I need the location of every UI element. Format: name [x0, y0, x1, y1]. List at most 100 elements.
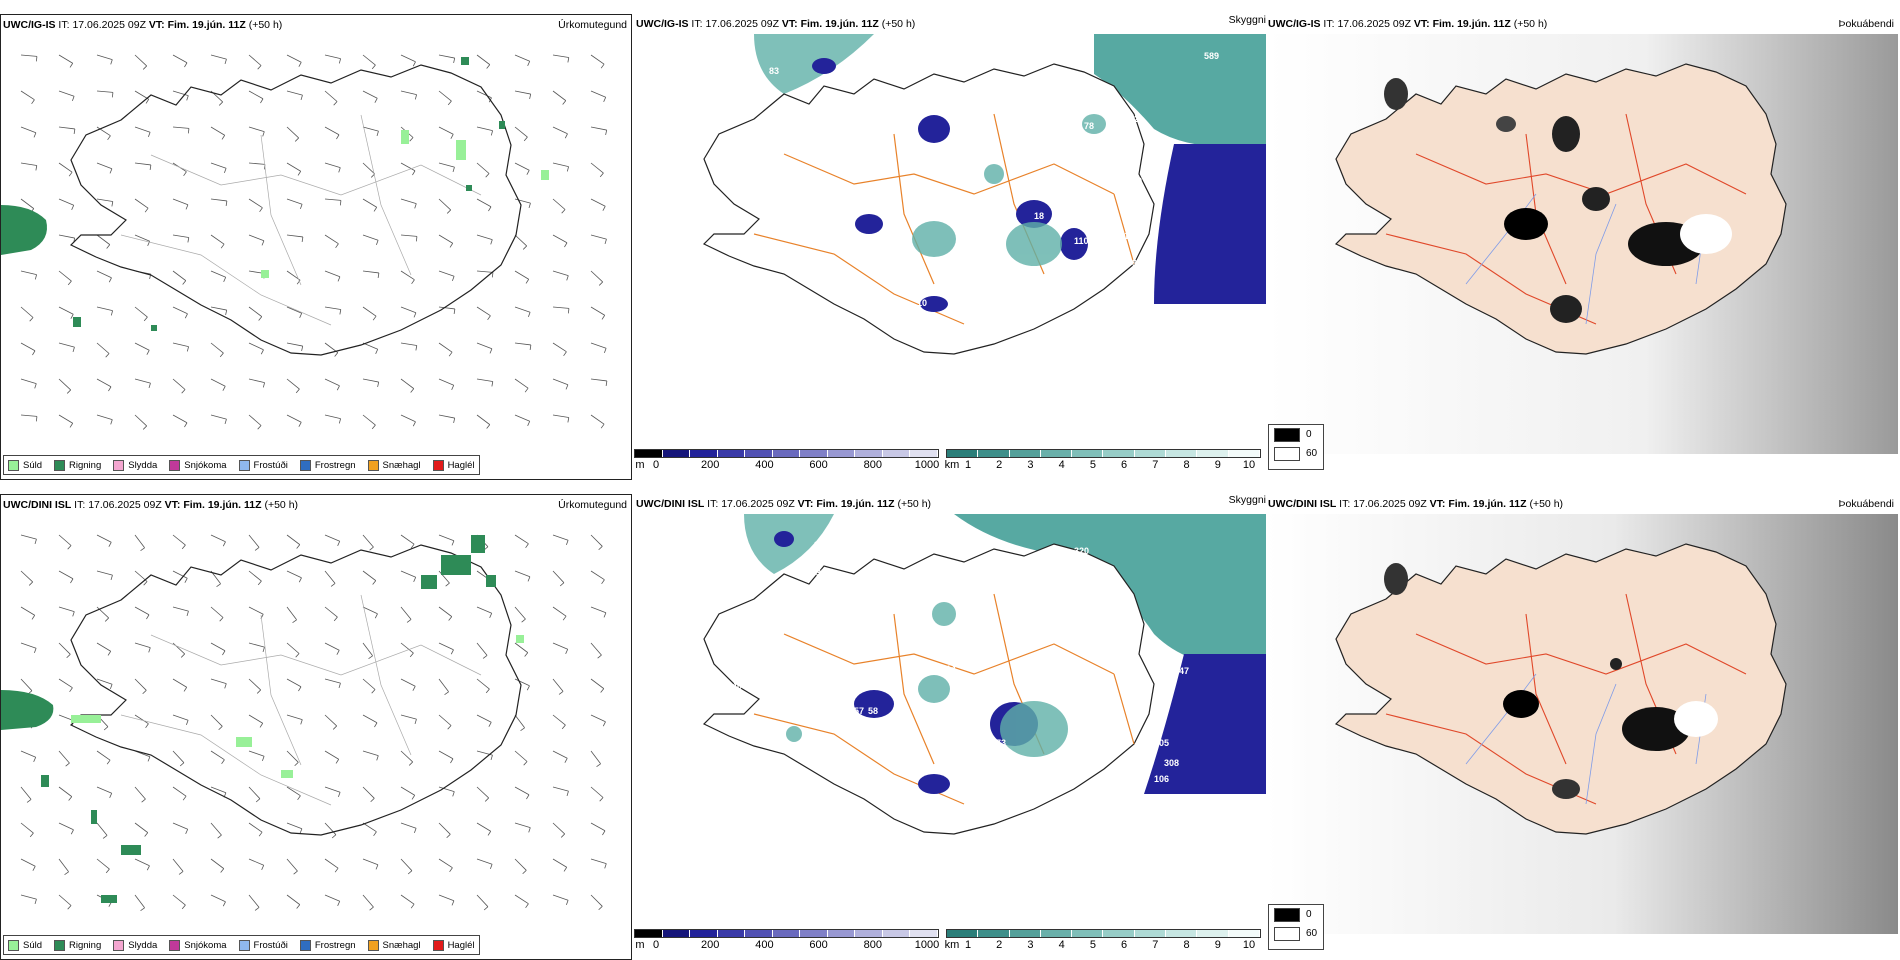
wind-barb — [552, 570, 565, 583]
wind-barb — [552, 534, 569, 541]
legend-swatch — [299, 459, 311, 471]
scale-tick-label: 0 — [652, 939, 660, 951]
panel-header: UWC/IG-IS IT: 17.06.2025 09Z VT: Fim. 19… — [1268, 18, 1548, 30]
wind-barb — [362, 822, 377, 833]
wind-barb-flag — [254, 907, 260, 911]
wind-barb-flag — [368, 655, 373, 659]
wind-barb-flag — [254, 547, 260, 551]
wind-barb-flag — [35, 56, 38, 62]
wind-barb — [324, 858, 339, 869]
wind-barb-flag — [525, 543, 529, 549]
wind-barb-flag — [144, 207, 149, 213]
wind-barb — [552, 198, 566, 210]
wind-barb-flag — [70, 829, 74, 835]
fog-legend-row: 60 — [1269, 444, 1323, 463]
wind-barb-flag — [34, 383, 37, 389]
scale-tick-label: 8 — [1183, 939, 1190, 951]
visibility-value-label: 18 — [1034, 211, 1044, 221]
scale-tick-label: 6 — [1121, 459, 1128, 471]
wind-barb-flag — [603, 612, 607, 618]
fog-legend-swatch — [1274, 926, 1300, 941]
wind-barb-flag — [409, 652, 414, 658]
wind-barb — [134, 534, 145, 549]
wind-barb — [286, 894, 301, 905]
wind-barb — [590, 894, 603, 907]
precip-panel-row1: UWC/IG-IS IT: 17.06.2025 09Z VT: Fim. 19… — [0, 14, 632, 480]
wind-barb — [96, 822, 108, 836]
wind-barb — [552, 894, 569, 901]
wind-barb-flag — [260, 98, 264, 104]
wind-barb-flag — [411, 279, 415, 285]
wind-barb — [248, 414, 262, 426]
scale-tick-label: 600 — [809, 939, 828, 951]
wind-barb-flag — [220, 243, 225, 249]
wind-barb-flag — [337, 901, 341, 906]
scale-unit: km — [944, 939, 960, 951]
visibility-value-label: 320 — [1074, 546, 1089, 556]
wind-barb — [58, 342, 75, 348]
wind-barb — [134, 678, 147, 691]
scale-tick-label: 1000 — [914, 459, 940, 471]
wind-barb-flag — [412, 686, 416, 691]
wind-barb-flag — [145, 723, 149, 729]
panel-header: UWC/IG-IS IT: 17.06.2025 09Z VT: Fim. 19… — [636, 18, 916, 30]
scale-tick-label: 4 — [1058, 939, 1065, 951]
wind-barb-flag — [413, 828, 417, 834]
wind-barb — [172, 534, 186, 546]
wind-barb-flag — [336, 650, 340, 655]
wind-barb — [286, 822, 303, 830]
wind-barb — [400, 90, 417, 95]
precip-legend: Súld Rigning Slydda Snjókoma Frostúði Frostre… — [3, 935, 480, 955]
wind-barb-flag — [448, 616, 453, 621]
wind-barb-flag — [414, 719, 417, 725]
wind-barb-flag — [295, 388, 300, 394]
wind-barb-flag — [337, 541, 341, 546]
scale-tick-label: 400 — [755, 939, 774, 951]
wind-barb-flag — [526, 794, 530, 800]
wind-barb — [172, 894, 186, 906]
wind-barb-flag — [451, 900, 455, 906]
wind-barb-flag — [598, 546, 603, 551]
fog-patches — [1384, 563, 1718, 799]
wind-barb — [514, 270, 529, 280]
legend-swatch — [238, 459, 250, 471]
wind-barb — [324, 822, 337, 835]
wind-barb-flag — [488, 722, 492, 727]
wind-barb-flag — [414, 94, 417, 100]
wind-barb — [96, 54, 113, 61]
wind-barb — [210, 786, 227, 794]
wind-barb-flag — [522, 245, 527, 250]
wind-barb — [96, 606, 109, 619]
wind-barb-flag — [338, 167, 341, 173]
wind-barb-flag — [179, 762, 185, 767]
wind-barb-flag — [181, 544, 186, 550]
wind-barb-flag — [561, 724, 566, 730]
wind-barb-flag — [559, 582, 565, 587]
wind-barb — [438, 234, 453, 244]
scale-tick-label: 8 — [1183, 459, 1190, 471]
wind-barb — [58, 126, 75, 130]
wind-barb — [514, 858, 527, 871]
wind-barb-flag — [182, 280, 187, 285]
wind-barb — [590, 306, 605, 316]
wind-barb — [172, 306, 188, 315]
wind-barb — [20, 750, 36, 758]
wind-barb — [58, 894, 72, 906]
wind-barb — [590, 162, 604, 174]
panel-title: Úrkomutegund — [558, 19, 627, 31]
wind-barb-flag — [528, 827, 531, 833]
wind-barb-flag — [527, 312, 531, 318]
scale-bar — [634, 929, 939, 938]
wind-barb-flag — [374, 613, 378, 619]
wind-barb-flag — [146, 614, 150, 620]
wind-barb-flag — [35, 165, 38, 171]
wind-barb — [362, 570, 377, 581]
wind-barb-flag — [560, 833, 565, 838]
scale-bar — [946, 929, 1261, 938]
wind-barb-flag — [299, 313, 303, 318]
wind-barb — [210, 234, 225, 245]
wind-barb — [172, 858, 184, 872]
wind-barb-flag — [412, 170, 416, 176]
visibility-value-label: 56 — [866, 262, 876, 272]
wind-barb-flag — [261, 240, 265, 246]
